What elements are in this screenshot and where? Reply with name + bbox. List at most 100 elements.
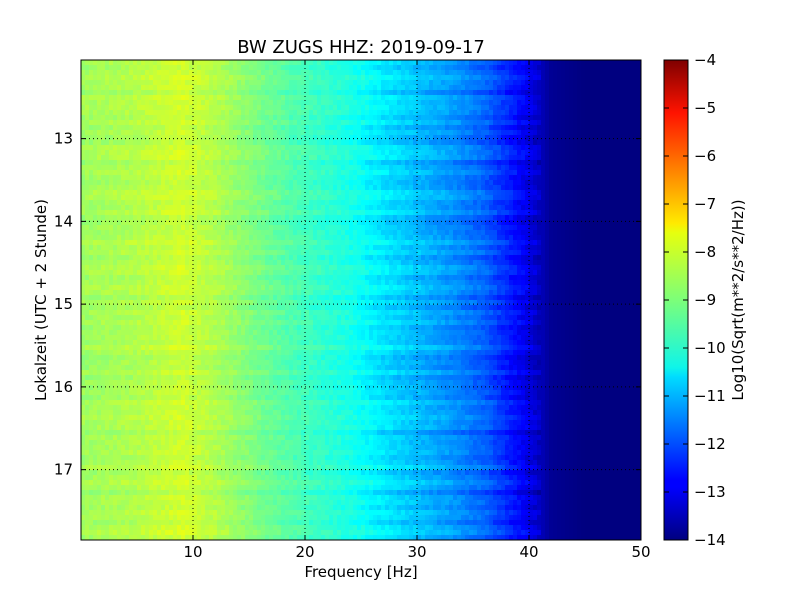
- heatmap-cell: [285, 235, 290, 241]
- heatmap-cell: [329, 210, 334, 216]
- heatmap-cell: [453, 95, 458, 101]
- heatmap-cell: [333, 85, 338, 91]
- heatmap-cell: [289, 110, 294, 116]
- heatmap-cell: [505, 220, 510, 226]
- heatmap-cell: [557, 155, 562, 161]
- heatmap-cell: [517, 180, 522, 186]
- heatmap-cell: [597, 95, 602, 101]
- heatmap-cell: [209, 85, 214, 91]
- heatmap-cell: [453, 120, 458, 126]
- heatmap-cell: [509, 230, 514, 236]
- heatmap-cell: [465, 205, 470, 211]
- heatmap-cell: [185, 180, 190, 186]
- heatmap-cell: [441, 160, 446, 166]
- heatmap-cell: [605, 85, 610, 91]
- heatmap-cell: [533, 65, 538, 71]
- heatmap-cell: [377, 160, 382, 166]
- heatmap-cell: [305, 95, 310, 101]
- heatmap-cell: [621, 200, 626, 206]
- heatmap-cell: [205, 215, 210, 221]
- heatmap-cell: [129, 65, 134, 71]
- heatmap-cell: [157, 75, 162, 81]
- heatmap-cell: [365, 125, 370, 131]
- heatmap-cell: [437, 145, 442, 151]
- heatmap-cell: [177, 180, 182, 186]
- heatmap-cell: [381, 70, 386, 76]
- heatmap-cell: [305, 225, 310, 231]
- heatmap-cell: [93, 90, 98, 96]
- heatmap-cell: [573, 200, 578, 206]
- heatmap-cell: [429, 195, 434, 201]
- heatmap-cell: [513, 130, 518, 136]
- heatmap-cell: [497, 125, 502, 131]
- heatmap-cell: [525, 135, 530, 141]
- heatmap-cell: [437, 60, 442, 66]
- heatmap-cell: [597, 170, 602, 176]
- heatmap-cell: [453, 110, 458, 116]
- heatmap-cell: [289, 175, 294, 181]
- heatmap-cell: [373, 155, 378, 161]
- heatmap-cell: [429, 80, 434, 86]
- heatmap-cell: [105, 145, 110, 151]
- heatmap-cell: [193, 230, 198, 236]
- heatmap-cell: [525, 95, 530, 101]
- heatmap-cell: [633, 200, 638, 206]
- heatmap-cell: [265, 130, 270, 136]
- heatmap-cell: [577, 75, 582, 81]
- heatmap-cell: [277, 150, 282, 156]
- heatmap-cell: [517, 205, 522, 211]
- heatmap-cell: [457, 195, 462, 201]
- heatmap-cell: [105, 200, 110, 206]
- heatmap-cell: [169, 110, 174, 116]
- heatmap-cell: [601, 120, 606, 126]
- heatmap-cell: [549, 70, 554, 76]
- heatmap-cell: [621, 160, 626, 166]
- heatmap-cell: [257, 190, 262, 196]
- heatmap-cell: [245, 100, 250, 106]
- heatmap-cell: [565, 105, 570, 111]
- heatmap-cell: [601, 110, 606, 116]
- heatmap-cell: [401, 155, 406, 161]
- heatmap-cell: [617, 155, 622, 161]
- heatmap-cell: [409, 135, 414, 141]
- heatmap-cell: [513, 105, 518, 111]
- heatmap-cell: [113, 205, 118, 211]
- heatmap-cell: [101, 105, 106, 111]
- heatmap-cell: [453, 70, 458, 76]
- heatmap-cell: [205, 220, 210, 226]
- heatmap-cell: [93, 95, 98, 101]
- heatmap-cell: [341, 120, 346, 126]
- heatmap-cell: [377, 225, 382, 231]
- heatmap-cell: [553, 65, 558, 71]
- heatmap-cell: [317, 110, 322, 116]
- heatmap-cell: [93, 60, 98, 66]
- heatmap-cell: [161, 140, 166, 146]
- heatmap-cell: [461, 95, 466, 101]
- heatmap-cell: [581, 100, 586, 106]
- heatmap-cell: [133, 70, 138, 76]
- heatmap-cell: [81, 160, 86, 166]
- heatmap-cell: [197, 80, 202, 86]
- heatmap-cell: [477, 150, 482, 156]
- heatmap-cell: [285, 230, 290, 236]
- heatmap-cell: [405, 110, 410, 116]
- heatmap-cell: [545, 90, 550, 96]
- heatmap-cell: [437, 70, 442, 76]
- heatmap-cell: [577, 230, 582, 236]
- heatmap-cell: [357, 130, 362, 136]
- heatmap-cell: [613, 80, 618, 86]
- heatmap-cell: [217, 145, 222, 151]
- heatmap-cell: [569, 135, 574, 141]
- heatmap-cell: [121, 220, 126, 226]
- heatmap-cell: [557, 210, 562, 216]
- heatmap-cell: [301, 100, 306, 106]
- heatmap-cell: [213, 170, 218, 176]
- heatmap-cell: [473, 110, 478, 116]
- heatmap-cell: [317, 205, 322, 211]
- heatmap-cell: [429, 185, 434, 191]
- heatmap-cell: [421, 220, 426, 226]
- heatmap-cell: [157, 230, 162, 236]
- heatmap-cell: [81, 65, 86, 71]
- heatmap-cell: [153, 220, 158, 226]
- heatmap-cell: [501, 185, 506, 191]
